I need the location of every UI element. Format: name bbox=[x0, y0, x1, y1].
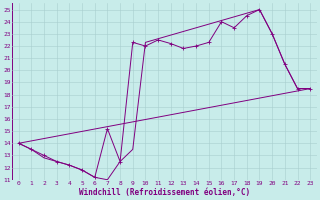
X-axis label: Windchill (Refroidissement éolien,°C): Windchill (Refroidissement éolien,°C) bbox=[79, 188, 250, 197]
